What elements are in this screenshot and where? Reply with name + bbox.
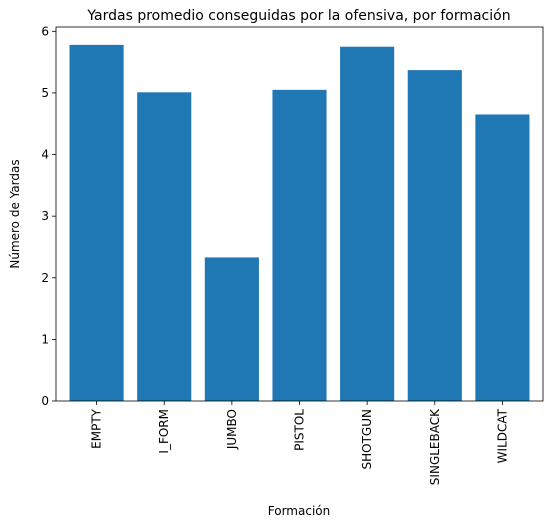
y-tick-label: 1 xyxy=(41,332,49,346)
x-axis-label: Formación xyxy=(268,504,330,518)
bar-shotgun xyxy=(340,46,395,401)
bar-pistol xyxy=(272,89,327,401)
plot-frame xyxy=(55,26,544,402)
bar-jumbo xyxy=(204,257,259,401)
x-tick-label: EMPTY xyxy=(90,408,104,449)
chart-title: Yardas promedio conseguidas por la ofens… xyxy=(86,8,510,24)
x-tick-label: WILDCAT xyxy=(495,408,509,463)
y-tick-label: 0 xyxy=(41,394,49,408)
y-tick-label: 3 xyxy=(41,209,49,223)
y-tick-label: 5 xyxy=(41,86,49,100)
x-tick-label: SINGLEBACK xyxy=(428,408,442,485)
plot-area: EMPTY I_FORM JUMBO PISTOL SHOTGUN SINGLEBACK W… xyxy=(41,24,530,485)
bar-i-form xyxy=(137,92,192,401)
bar-wildcat xyxy=(475,114,530,401)
bar-singleback xyxy=(407,70,462,401)
y-tick-label: 6 xyxy=(41,24,49,38)
y-axis-label: Número de Yardas xyxy=(8,159,22,268)
x-tick-label: PISTOL xyxy=(293,409,307,451)
y-tick-label: 4 xyxy=(41,148,49,162)
x-tick-label: I_FORM xyxy=(157,409,171,454)
y-tick-label: 2 xyxy=(41,271,49,285)
bar-empty xyxy=(69,44,124,402)
x-tick-label: SHOTGUN xyxy=(360,409,374,469)
x-tick-label: JUMBO xyxy=(225,409,239,450)
